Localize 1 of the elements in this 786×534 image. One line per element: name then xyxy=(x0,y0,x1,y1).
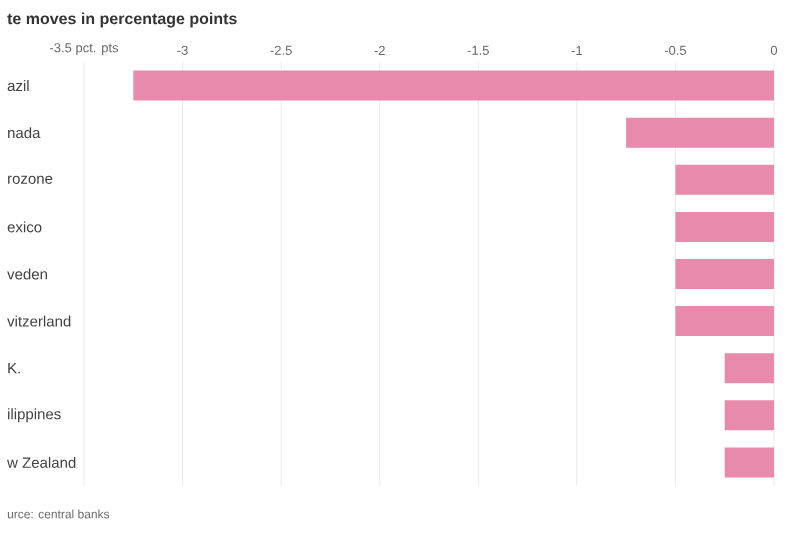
chart-title: te moves in percentage points xyxy=(7,12,237,28)
